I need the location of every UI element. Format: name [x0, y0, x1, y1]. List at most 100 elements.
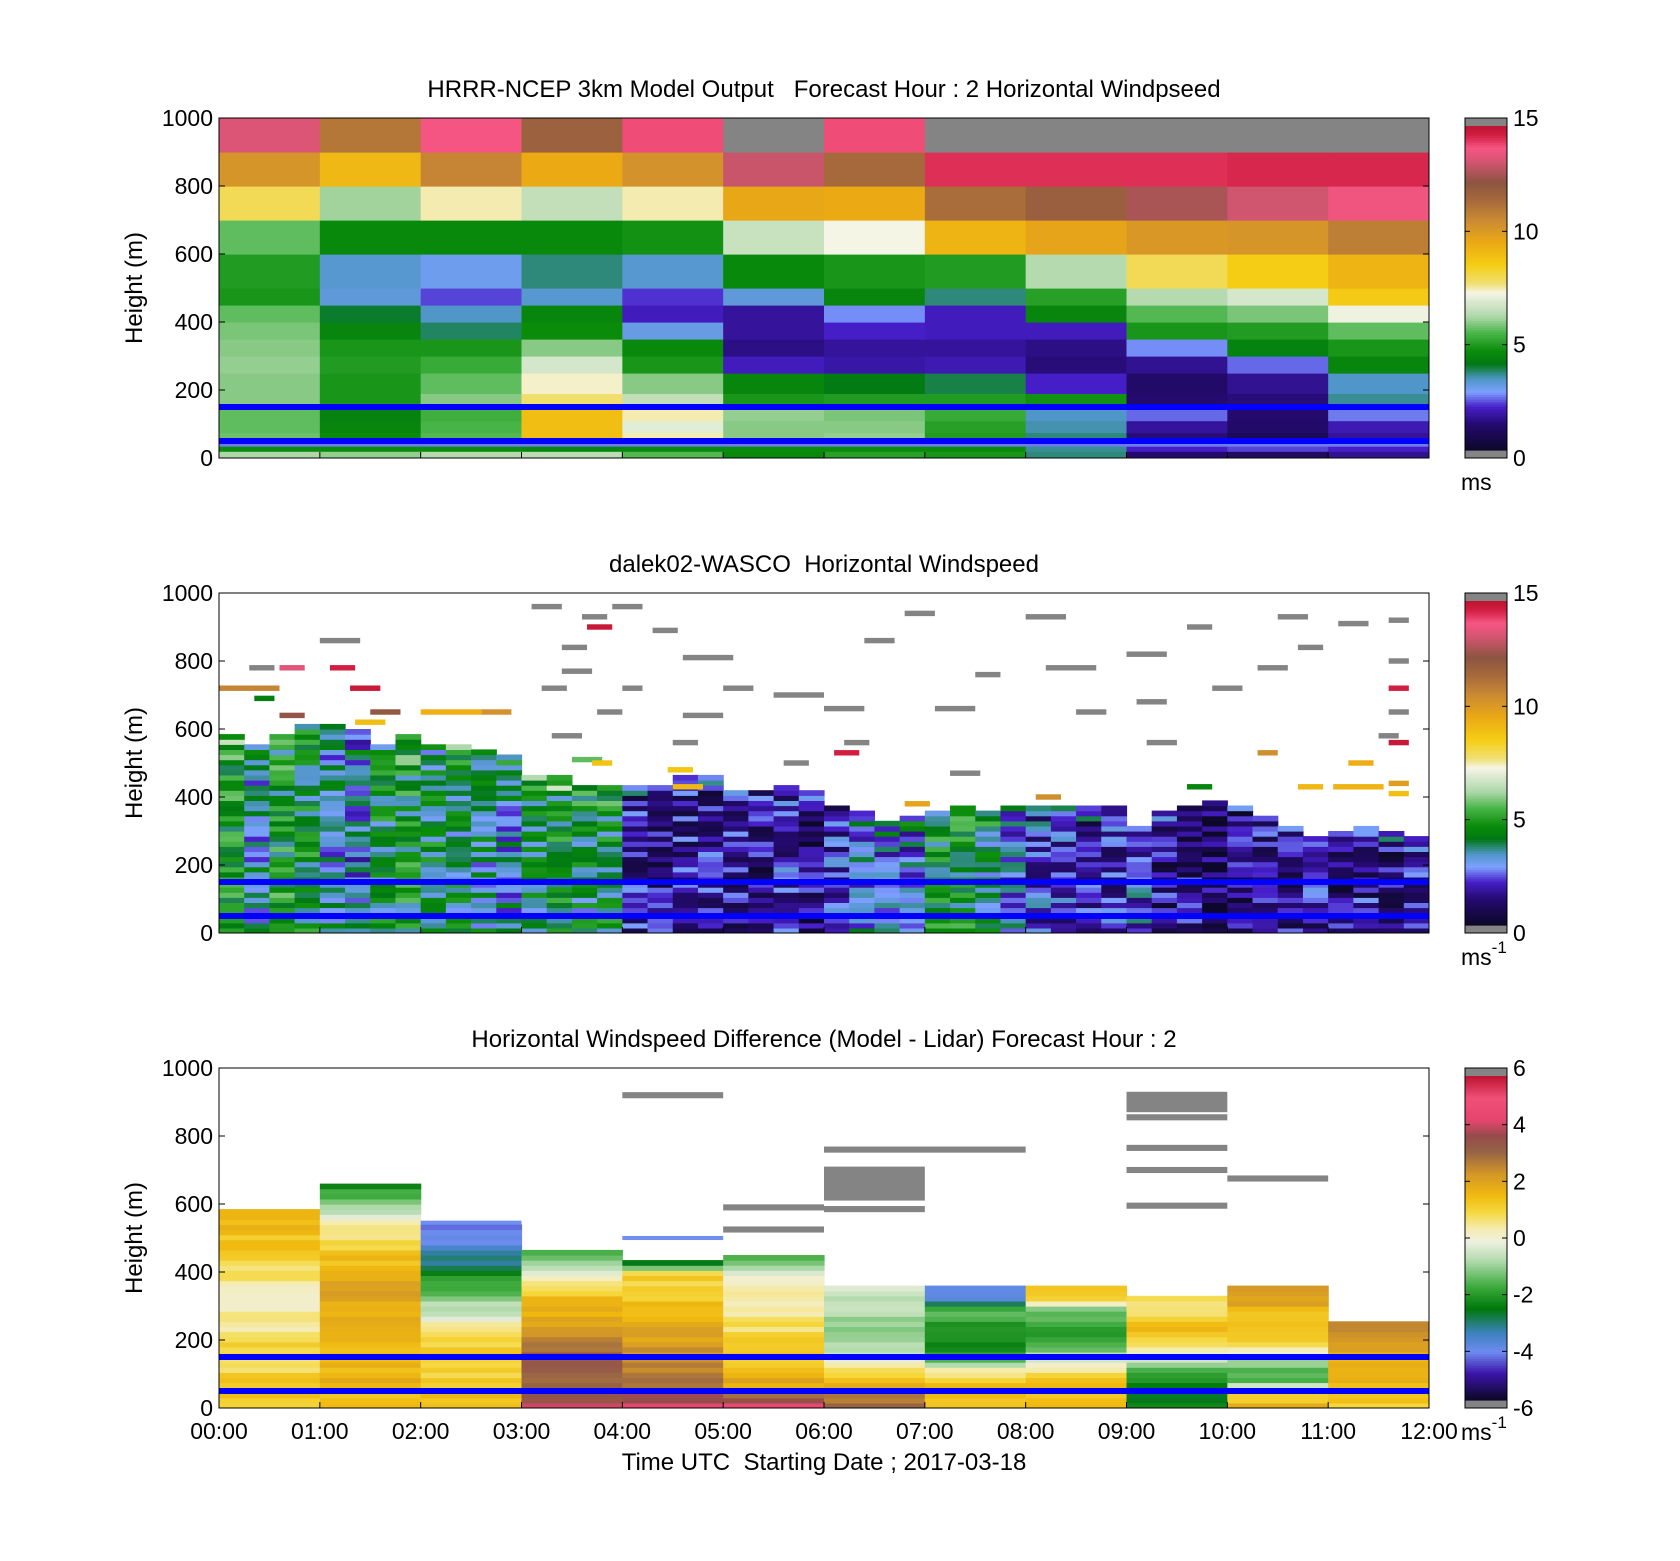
difference-cell	[622, 1341, 724, 1348]
ytick-label: 200	[175, 377, 213, 403]
lidar-cell	[672, 846, 699, 852]
colorbar-swatch	[1465, 264, 1507, 268]
lidar-cell	[1025, 820, 1052, 827]
difference-cell	[924, 1326, 1027, 1333]
lidar-cell	[1076, 907, 1102, 914]
lidar-cell	[1252, 887, 1279, 893]
ytick-label: 0	[200, 920, 213, 946]
lidar-cell	[1328, 902, 1354, 909]
lidar-cell	[798, 841, 825, 847]
colorbar-swatch	[1465, 1140, 1507, 1144]
lidar-cell	[1202, 871, 1228, 878]
colorbar-tick-label: 2	[1513, 1168, 1526, 1194]
lidar-cell	[1050, 851, 1077, 858]
colorbar-swatch	[1465, 1163, 1507, 1167]
colorbar-swatch	[1465, 269, 1507, 273]
lidar-cell	[294, 774, 321, 781]
panel-difference-title: Horizontal Windspeed Difference (Model -…	[471, 1026, 1176, 1053]
difference-cell	[723, 1346, 825, 1353]
model-cell	[420, 451, 523, 458]
difference-cell	[1328, 1362, 1429, 1368]
lidar-cell	[420, 846, 447, 852]
colorbar-swatch	[1465, 1092, 1507, 1096]
lidar-cell	[496, 871, 523, 878]
model-cell	[521, 220, 623, 255]
lidar-cell	[723, 902, 749, 909]
lidar-cell	[269, 739, 296, 745]
colorbar-swatch	[1465, 1314, 1507, 1318]
lidar-cell	[723, 887, 749, 893]
lidar-cell	[697, 805, 724, 812]
lidar-cell	[1101, 866, 1128, 873]
colorbar-swatch	[1465, 1226, 1507, 1230]
difference-cell	[521, 1326, 623, 1333]
colorbar-swatch	[1465, 827, 1507, 831]
colorbar-swatch	[1465, 1170, 1507, 1174]
lidar-cell	[1151, 861, 1178, 868]
lidar-cell	[1151, 927, 1178, 933]
lidar-cell	[874, 856, 901, 863]
model-cell	[219, 118, 321, 153]
lidar-cell	[824, 917, 850, 924]
lidar-cell	[294, 754, 321, 761]
model-cell	[521, 322, 623, 340]
model-cell	[420, 118, 523, 153]
lidar-cell	[521, 887, 548, 893]
lidar-cell	[1302, 927, 1329, 933]
colorbar-swatch	[1465, 179, 1507, 183]
model-cell	[219, 186, 321, 221]
colorbar-tick-label: 5	[1513, 332, 1526, 358]
model-cell	[622, 373, 724, 394]
difference-cell	[622, 1280, 724, 1287]
model-cell	[1126, 393, 1228, 405]
lidar-cell	[748, 927, 775, 933]
colorbar-swatch	[1465, 638, 1507, 641]
lidar-cell	[874, 917, 901, 924]
lidar-cell	[1277, 907, 1304, 914]
difference-cell	[723, 1372, 825, 1378]
colorbar-tick-label: 4	[1513, 1112, 1526, 1138]
difference-cell	[319, 1326, 422, 1333]
lidar-cell	[1076, 866, 1102, 873]
difference-cell	[319, 1229, 422, 1236]
lidar-cell	[1126, 841, 1153, 847]
lidar-cell	[1403, 927, 1429, 933]
colorbar-swatch	[1465, 234, 1507, 238]
colorbar-tick-label: 5	[1513, 807, 1526, 833]
lidar-cell	[597, 790, 623, 796]
model-cell	[219, 446, 321, 452]
lidar-cell	[950, 851, 976, 858]
colorbar-swatch	[1465, 688, 1507, 692]
lidar-cell	[219, 800, 245, 807]
difference-cell	[420, 1300, 523, 1307]
difference-cell	[1227, 1362, 1329, 1368]
colorbar-swatch	[1465, 341, 1507, 345]
lidar-cell	[1353, 922, 1380, 929]
model-cell	[319, 432, 422, 439]
difference-cell	[521, 1270, 623, 1276]
difference-cell	[1025, 1290, 1128, 1297]
difference-cell	[219, 1311, 321, 1317]
lidar-cell	[370, 831, 397, 837]
colorbar-swatch	[1465, 897, 1507, 901]
lidar-cell	[294, 729, 321, 735]
colorbar-swatch	[1465, 612, 1507, 616]
lidar-cell	[319, 820, 346, 827]
colorbar-swatch	[1465, 294, 1507, 298]
difference-cell	[1227, 1321, 1329, 1327]
colorbar-swatch	[1465, 1189, 1507, 1193]
xtick-label: 10:00	[1199, 1418, 1257, 1444]
colorbar-swatch	[1465, 1388, 1507, 1392]
model-cell	[723, 152, 825, 187]
colorbar-swatch	[1465, 728, 1507, 732]
lidar-cell	[647, 836, 674, 842]
lidar-cell	[471, 825, 497, 832]
lidar-cell	[471, 815, 497, 822]
lidar-cell	[1378, 917, 1405, 924]
difference-over-range	[824, 1166, 925, 1201]
lidar-cell	[1328, 907, 1354, 914]
lidar-cell	[672, 795, 699, 801]
lidar-cell	[1126, 825, 1153, 832]
difference-cell	[319, 1244, 422, 1251]
lidar-cell	[319, 805, 346, 812]
